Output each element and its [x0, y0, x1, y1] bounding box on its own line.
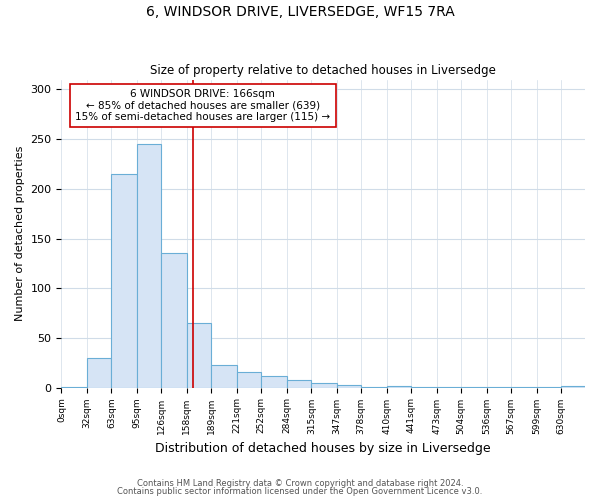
Bar [262, 376, 287, 388]
Bar [137, 144, 161, 388]
Bar [511, 386, 536, 388]
Bar [187, 323, 211, 388]
Bar [561, 386, 586, 388]
Text: 6, WINDSOR DRIVE, LIVERSEDGE, WF15 7RA: 6, WINDSOR DRIVE, LIVERSEDGE, WF15 7RA [146, 5, 454, 19]
Y-axis label: Number of detached properties: Number of detached properties [15, 146, 25, 322]
Text: Contains HM Land Registry data © Crown copyright and database right 2024.: Contains HM Land Registry data © Crown c… [137, 478, 463, 488]
Bar [536, 386, 561, 388]
X-axis label: Distribution of detached houses by size in Liversedge: Distribution of detached houses by size … [155, 442, 491, 455]
Bar [487, 386, 511, 388]
Bar [361, 386, 386, 388]
Bar [311, 382, 337, 388]
Bar [437, 386, 461, 388]
Title: Size of property relative to detached houses in Liversedge: Size of property relative to detached ho… [150, 64, 496, 77]
Bar [61, 386, 87, 388]
Bar [112, 174, 137, 388]
Text: Contains public sector information licensed under the Open Government Licence v3: Contains public sector information licen… [118, 487, 482, 496]
Bar [386, 386, 411, 388]
Bar [237, 372, 262, 388]
Bar [337, 384, 361, 388]
Bar [161, 254, 187, 388]
Text: 6 WINDSOR DRIVE: 166sqm
← 85% of detached houses are smaller (639)
15% of semi-d: 6 WINDSOR DRIVE: 166sqm ← 85% of detache… [75, 89, 331, 122]
Bar [87, 358, 112, 388]
Bar [287, 380, 311, 388]
Bar [461, 386, 487, 388]
Bar [211, 364, 237, 388]
Bar [411, 386, 437, 388]
